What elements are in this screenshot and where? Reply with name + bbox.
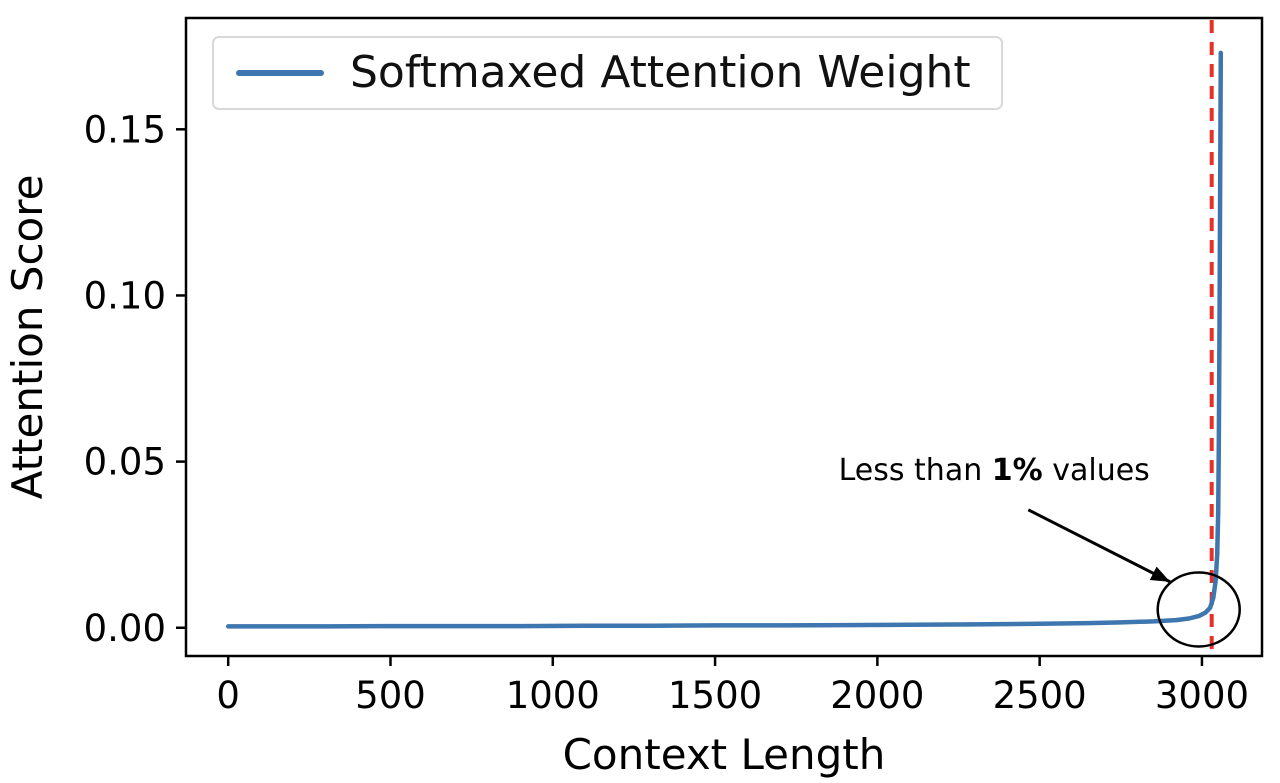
x-axis-label: Context Length bbox=[563, 730, 886, 779]
x-tick-label: 1000 bbox=[506, 674, 600, 717]
y-axis-label: Attention Score bbox=[3, 175, 52, 500]
annotation-arrowhead bbox=[1149, 566, 1171, 582]
y-tick-label: 0.15 bbox=[84, 108, 166, 151]
x-tick-label: 2500 bbox=[993, 674, 1087, 717]
annotation-text-prefix: Less than bbox=[839, 453, 992, 488]
x-tick-label: 3000 bbox=[1155, 674, 1249, 717]
annotation-text-suffix: values bbox=[1043, 453, 1150, 488]
plot-border bbox=[184, 16, 1264, 658]
x-tick-label: 2000 bbox=[830, 674, 924, 717]
legend-line-sample bbox=[236, 70, 324, 77]
annotation-text: Less than 1% values bbox=[839, 453, 1150, 488]
y-tick-label: 0.05 bbox=[84, 441, 166, 484]
x-tick-label: 500 bbox=[355, 674, 426, 717]
x-tick-label: 0 bbox=[216, 674, 240, 717]
legend-label: Softmaxed Attention Weight bbox=[350, 47, 971, 98]
annotation-arrow-line bbox=[1027, 508, 1171, 584]
legend: Softmaxed Attention Weight bbox=[212, 36, 1003, 111]
chart-generated-layer: 0 500 1000 1500 2000 2500 3000 0.00 0.05 0.10 0.15 bbox=[84, 16, 1264, 717]
highlight-circle bbox=[1156, 571, 1241, 648]
annotation-text-bold: 1% bbox=[992, 453, 1043, 488]
attention-weight-line bbox=[225, 50, 1224, 629]
y-tick-label: 0.00 bbox=[84, 607, 166, 650]
x-tick-label: 1500 bbox=[668, 674, 762, 717]
y-tick-label: 0.10 bbox=[84, 274, 166, 317]
